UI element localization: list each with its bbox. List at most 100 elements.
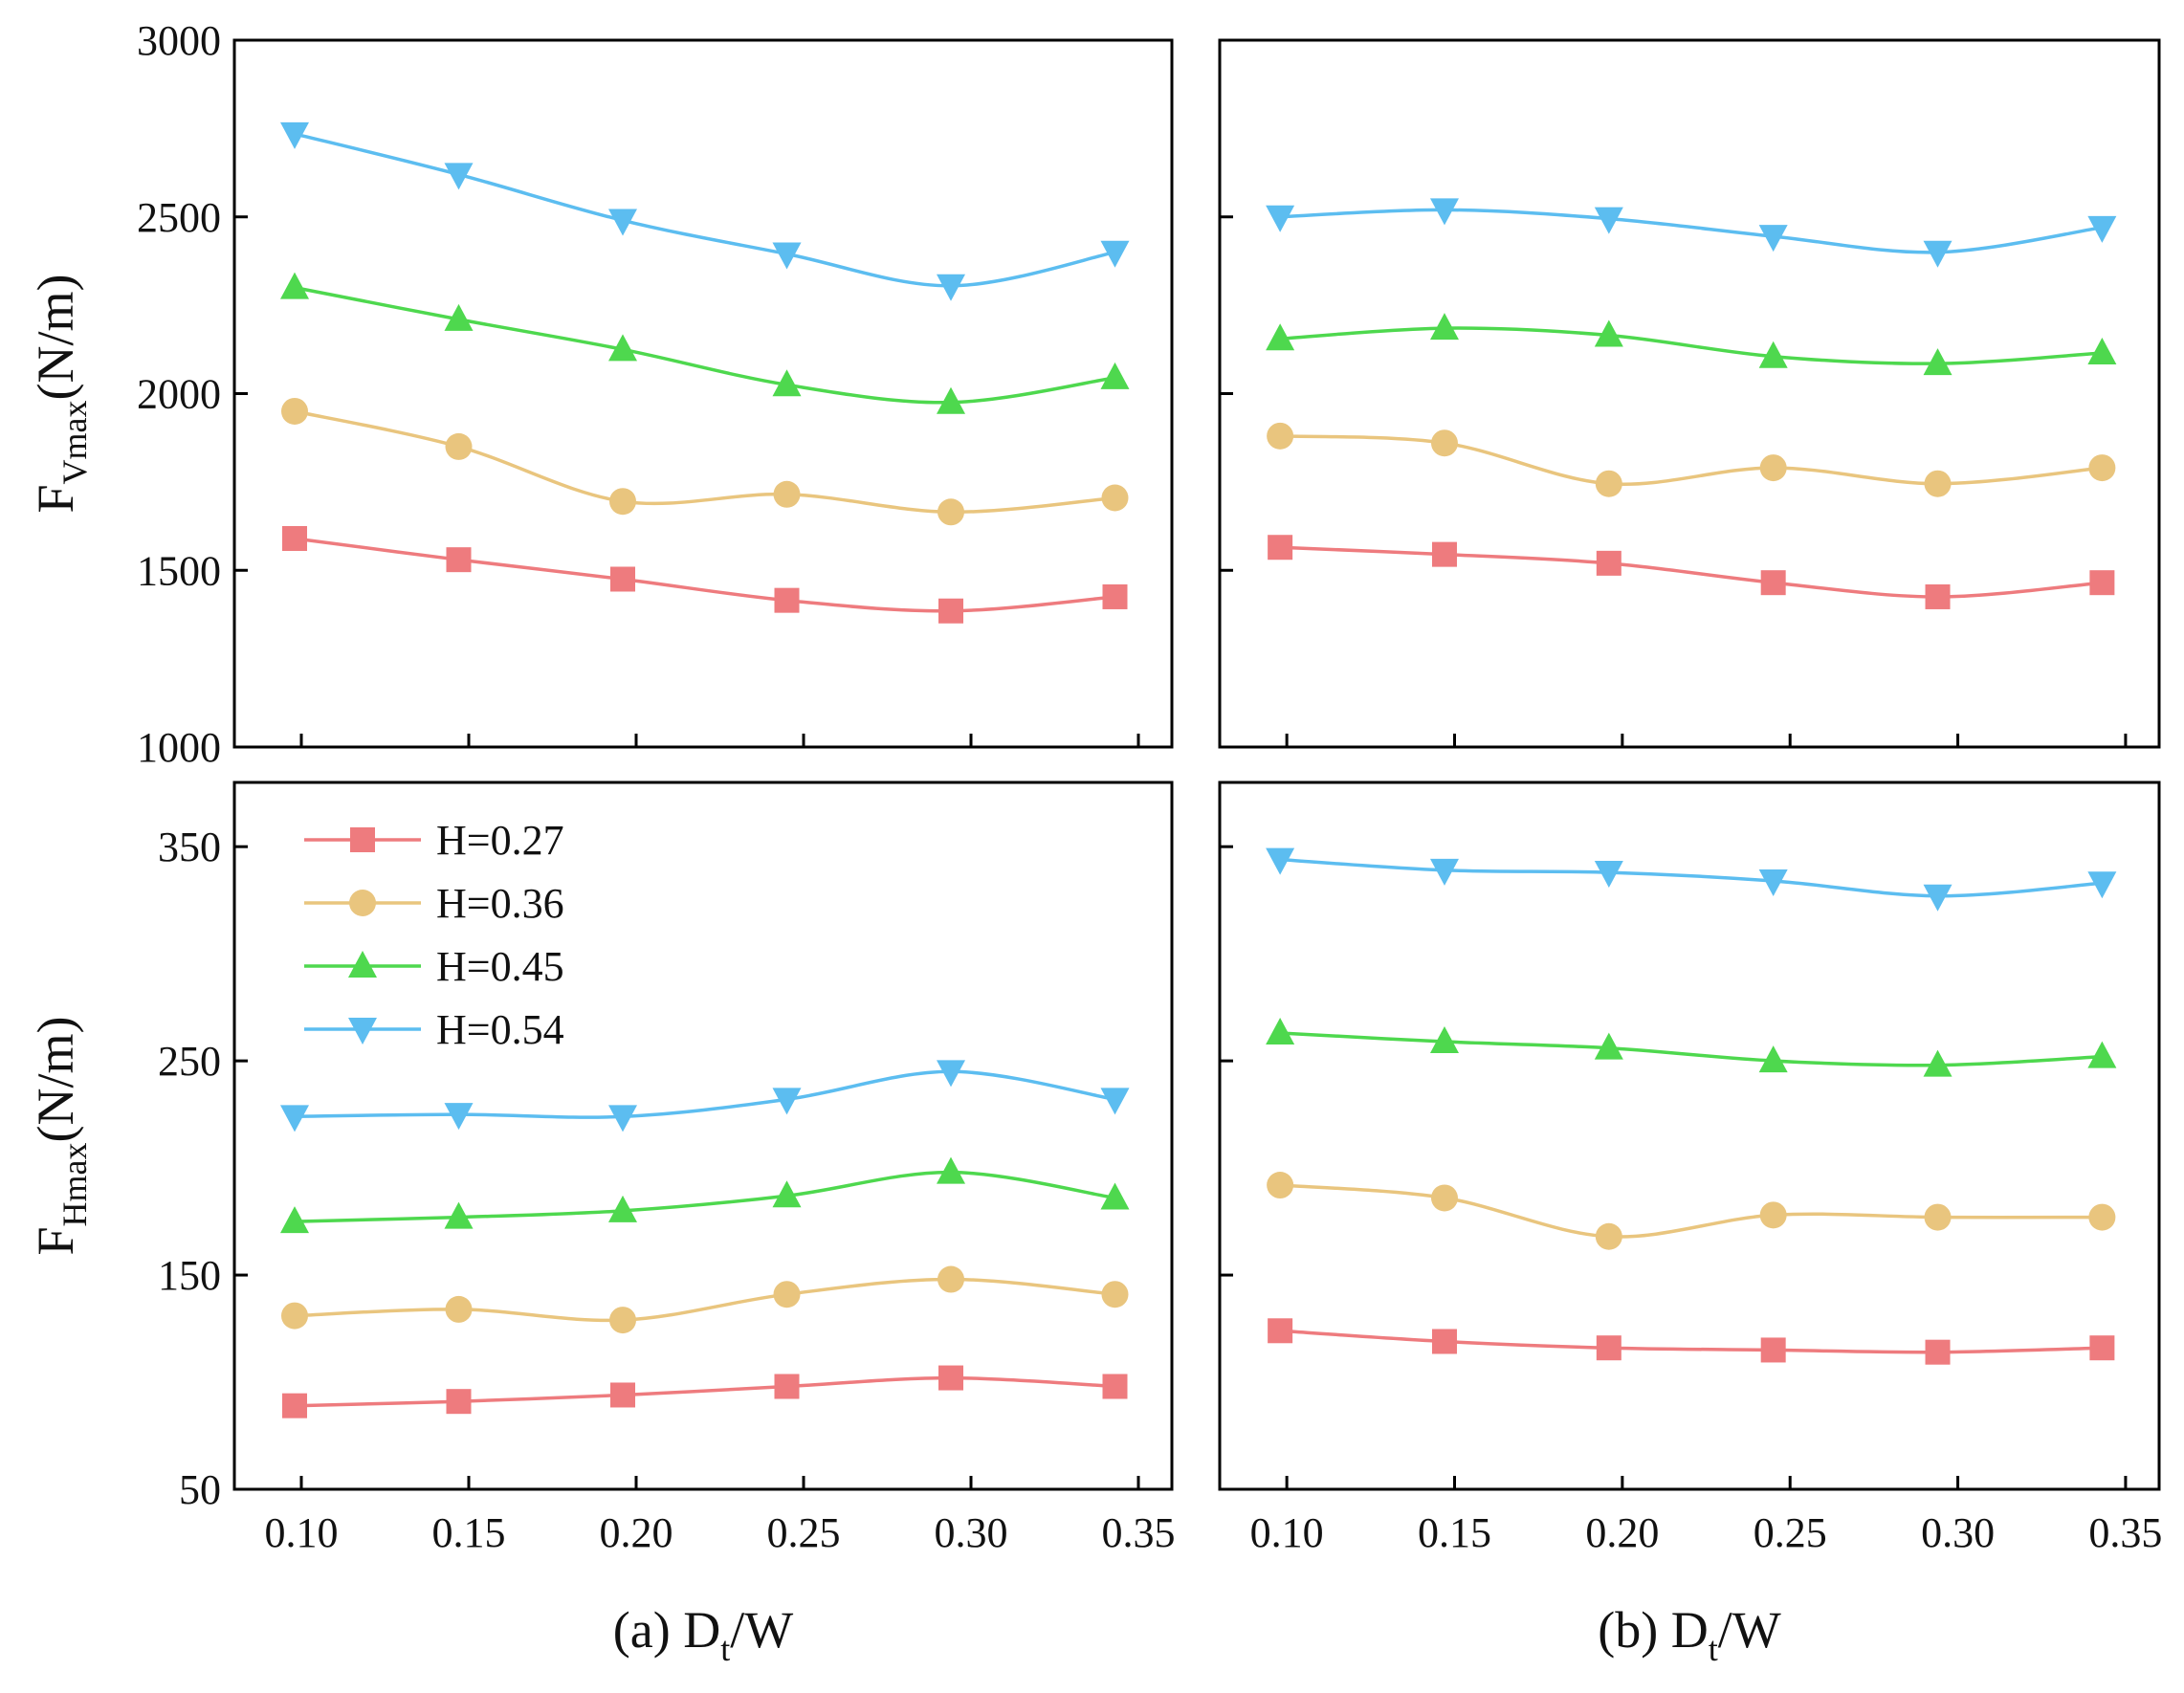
data-point bbox=[281, 1302, 308, 1330]
y-axis-title: FVmax(N/m) bbox=[27, 275, 94, 514]
data-point bbox=[773, 1281, 801, 1308]
data-point bbox=[2088, 1203, 2116, 1231]
data-point bbox=[1596, 1335, 1621, 1361]
data-point bbox=[1759, 454, 1787, 482]
legend-label: H=0.36 bbox=[436, 880, 564, 927]
panel-b-bottom: 0.10 0.15 0.20 0.25 0.30 0.35 bbox=[1218, 781, 2162, 1556]
data-point bbox=[937, 1060, 965, 1088]
data-point bbox=[938, 1365, 963, 1391]
data-point bbox=[446, 1389, 472, 1415]
data-point bbox=[937, 386, 965, 414]
series-line bbox=[294, 409, 1115, 515]
data-point bbox=[1758, 225, 1788, 253]
data-point bbox=[1759, 1201, 1787, 1229]
data-point bbox=[2087, 871, 2117, 899]
x-tick-label: 0.25 bbox=[767, 1509, 841, 1556]
data-point bbox=[1925, 583, 1951, 609]
data-point bbox=[1429, 198, 1459, 226]
data-point bbox=[608, 334, 637, 362]
series-line bbox=[294, 132, 1115, 288]
series-h-0-27 bbox=[282, 1365, 1128, 1418]
data-point bbox=[444, 1201, 474, 1229]
x-tick-label: 0.10 bbox=[1250, 1509, 1324, 1556]
panel-b-top bbox=[1218, 38, 2161, 749]
data-point bbox=[1923, 348, 1952, 376]
series-line bbox=[1280, 1031, 2103, 1067]
series-h-0-36 bbox=[281, 1265, 1129, 1334]
x-tick-label: 0.35 bbox=[1102, 1509, 1176, 1556]
data-point bbox=[609, 1307, 636, 1334]
plot-frame bbox=[232, 781, 1174, 1491]
x-tick-label: 0.10 bbox=[265, 1509, 339, 1556]
data-point bbox=[280, 121, 309, 149]
x-tick-label: 0.15 bbox=[432, 1509, 506, 1556]
legend-item: H=0.54 bbox=[304, 1006, 564, 1053]
series-line bbox=[294, 1069, 1115, 1119]
data-point bbox=[1594, 319, 1623, 347]
x-tick-label: 0.20 bbox=[1585, 1509, 1659, 1556]
data-point bbox=[1924, 470, 1952, 497]
series-line bbox=[1279, 857, 2103, 898]
legend-marker bbox=[348, 1018, 377, 1044]
series-h-0-54 bbox=[280, 121, 1130, 301]
data-point bbox=[1429, 1025, 1459, 1053]
data-point bbox=[1101, 484, 1129, 512]
data-point bbox=[774, 1374, 800, 1399]
data-point bbox=[445, 1295, 473, 1323]
series-h-0-27 bbox=[282, 525, 1128, 624]
y-tick-label: 2000 bbox=[137, 371, 221, 418]
data-point bbox=[1267, 422, 1294, 450]
data-point bbox=[1596, 550, 1621, 576]
data-point bbox=[445, 432, 473, 460]
data-point bbox=[1595, 1222, 1622, 1250]
data-point bbox=[938, 1265, 964, 1293]
data-point bbox=[1594, 861, 1623, 889]
series-line bbox=[1279, 1183, 2103, 1239]
data-point bbox=[444, 1103, 474, 1131]
y-tick-label: 1000 bbox=[137, 724, 221, 771]
legend-item: H=0.45 bbox=[304, 943, 564, 990]
data-point bbox=[1266, 323, 1295, 351]
y-tick-label: 150 bbox=[158, 1252, 221, 1299]
data-point bbox=[772, 1088, 802, 1115]
data-point bbox=[280, 1206, 309, 1234]
series-h-0-54 bbox=[1266, 198, 2117, 268]
series-line bbox=[1279, 326, 2103, 365]
data-point bbox=[608, 209, 637, 236]
x-tick-label: 0.30 bbox=[935, 1509, 1008, 1556]
data-point bbox=[937, 274, 965, 301]
series-line bbox=[1280, 208, 2103, 254]
x-axis-title: (a) Dt/W bbox=[613, 1601, 793, 1668]
data-point bbox=[1925, 1339, 1951, 1365]
data-point bbox=[1102, 1374, 1128, 1399]
series-h-0-45 bbox=[1266, 1018, 2117, 1077]
x-tick-label: 0.25 bbox=[1754, 1509, 1827, 1556]
x-tick-label: 0.15 bbox=[1418, 1509, 1491, 1556]
data-point bbox=[1924, 1203, 1952, 1231]
data-point bbox=[282, 525, 307, 551]
data-point bbox=[1594, 207, 1623, 234]
data-point bbox=[609, 488, 636, 516]
x-tick-label: 0.30 bbox=[1921, 1509, 1995, 1556]
series-h-0-54 bbox=[1266, 847, 2117, 912]
data-point bbox=[1100, 1182, 1130, 1210]
x-tick-label: 0.20 bbox=[600, 1509, 673, 1556]
data-point bbox=[610, 1382, 635, 1408]
data-point bbox=[2087, 215, 2117, 243]
x-axis-title: (b) Dt/W bbox=[1598, 1601, 1780, 1668]
y-tick-label: 350 bbox=[158, 824, 221, 870]
data-point bbox=[774, 587, 800, 613]
data-point bbox=[1431, 541, 1457, 567]
data-point bbox=[1758, 341, 1788, 368]
data-point bbox=[282, 1393, 307, 1418]
plot-frame bbox=[1218, 781, 2161, 1491]
data-point bbox=[280, 272, 309, 299]
data-point bbox=[1758, 869, 1788, 897]
series-h-0-54 bbox=[280, 1060, 1130, 1132]
data-point bbox=[1595, 470, 1622, 497]
data-point bbox=[937, 1156, 965, 1184]
data-point bbox=[2089, 570, 2115, 596]
series-line bbox=[294, 1170, 1115, 1223]
y-tick-label: 2500 bbox=[137, 194, 221, 241]
